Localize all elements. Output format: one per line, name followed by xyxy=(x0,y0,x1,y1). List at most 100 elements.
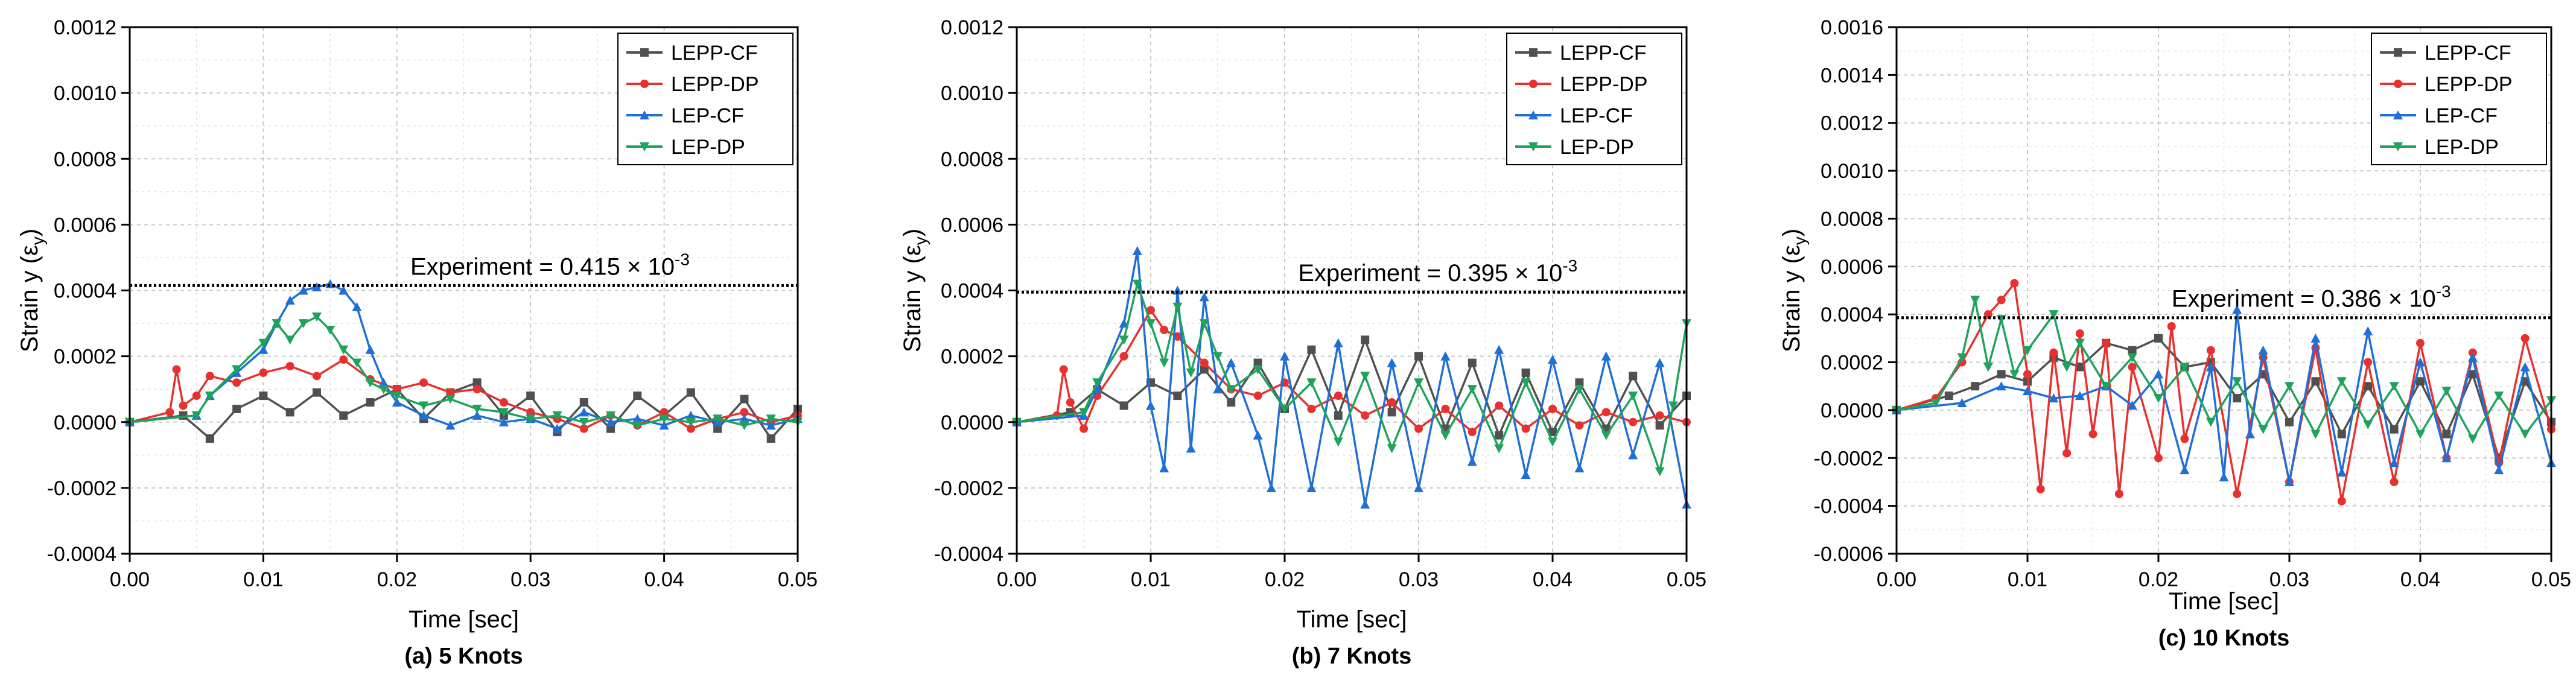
data-point xyxy=(2310,333,2321,343)
y-tick-label: -0.0004 xyxy=(47,543,116,566)
data-point xyxy=(2337,429,2346,439)
data-point xyxy=(1200,365,1209,374)
data-point xyxy=(1334,391,1343,401)
data-point xyxy=(686,424,695,433)
data-point xyxy=(2206,417,2216,427)
legend-label: LEP-DP xyxy=(1560,136,1634,159)
data-point xyxy=(165,408,174,417)
data-point xyxy=(352,358,362,368)
data-point xyxy=(1160,325,1169,334)
x-tick-label: 0.05 xyxy=(778,568,818,591)
series-line-lepp-cf xyxy=(1896,337,2552,460)
data-point xyxy=(1159,358,1169,368)
legend-label: LEPP-CF xyxy=(671,42,758,65)
y-tick-label: 0.0012 xyxy=(1821,112,1883,135)
data-point xyxy=(1119,401,1128,410)
legend-marker xyxy=(2393,142,2403,151)
y-tick-label: 0.0012 xyxy=(941,16,1003,39)
data-point xyxy=(1173,391,1182,401)
data-point xyxy=(1159,463,1169,473)
data-point xyxy=(472,378,482,387)
legend-marker xyxy=(640,142,649,151)
legend-marker xyxy=(640,80,649,88)
data-point xyxy=(339,355,348,364)
legend-item: LEPP-CF xyxy=(626,42,758,65)
data-point xyxy=(285,408,294,417)
data-point xyxy=(1280,404,1290,414)
data-point xyxy=(366,398,375,407)
data-point xyxy=(472,410,482,420)
data-point xyxy=(272,319,282,329)
data-point xyxy=(2415,357,2425,367)
legend-item: LEPP-DP xyxy=(626,73,759,96)
y-tick-label: -0.0002 xyxy=(934,477,1003,500)
x-tick-label: 0.05 xyxy=(2531,568,2571,591)
data-point xyxy=(1307,345,1316,354)
data-point xyxy=(258,338,269,348)
legend-label: LEPP-DP xyxy=(2425,73,2513,96)
data-point xyxy=(2416,338,2425,347)
legend-label: LEP-DP xyxy=(2425,136,2499,159)
data-point xyxy=(339,411,348,420)
data-point xyxy=(1440,351,1451,361)
data-point xyxy=(2154,369,2163,379)
data-point xyxy=(1414,352,1423,361)
data-point xyxy=(526,414,536,424)
x-tick-label: 0.03 xyxy=(510,568,550,591)
data-point xyxy=(352,302,362,311)
data-point xyxy=(2336,377,2347,387)
data-point xyxy=(311,312,322,322)
data-point xyxy=(1079,408,1089,417)
data-point xyxy=(1440,431,1451,440)
legend-label: LEP-DP xyxy=(671,136,745,159)
data-point xyxy=(2127,353,2137,363)
data-point xyxy=(498,408,509,417)
data-point xyxy=(2075,391,2085,401)
data-point xyxy=(179,401,188,410)
x-tick-label: 0.01 xyxy=(1131,568,1171,591)
data-point xyxy=(259,368,268,377)
x-tick-label: 0.03 xyxy=(1399,568,1439,591)
legend-item: LEP-CF xyxy=(1515,104,1633,127)
data-point xyxy=(1970,296,1980,305)
data-point xyxy=(1574,463,1585,473)
data-point xyxy=(191,411,202,420)
y-tick-label: 0.0010 xyxy=(1821,160,1883,183)
data-point xyxy=(1059,365,1068,374)
data-point xyxy=(1334,411,1343,420)
data-point xyxy=(1387,358,1397,367)
data-point xyxy=(2114,489,2123,498)
data-point xyxy=(1655,411,1664,420)
data-point xyxy=(713,424,722,433)
x-tick-label: 0.01 xyxy=(243,568,283,591)
data-point xyxy=(2441,387,2452,396)
data-point xyxy=(1253,365,1263,375)
x-tick-label: 0.02 xyxy=(377,568,417,591)
data-point xyxy=(472,404,482,414)
y-axis-label: Strain y (εy) xyxy=(16,229,47,352)
data-point xyxy=(172,365,181,374)
data-point xyxy=(1253,430,1263,440)
y-tick-label: 0.0004 xyxy=(54,280,116,303)
data-point xyxy=(259,391,268,401)
data-point xyxy=(2415,429,2425,439)
data-point xyxy=(445,420,456,430)
legend-item: LEPP-DP xyxy=(2380,73,2513,96)
data-point xyxy=(1066,398,1075,407)
data-point xyxy=(2128,363,2137,372)
data-point xyxy=(2390,477,2399,486)
legend-marker xyxy=(640,110,649,119)
data-point xyxy=(378,385,389,395)
data-point xyxy=(632,421,643,431)
data-point xyxy=(713,414,723,424)
data-point xyxy=(2154,454,2163,463)
data-point xyxy=(365,378,375,388)
legend-item: LEP-DP xyxy=(1515,136,1634,159)
data-point xyxy=(419,401,429,411)
data-point xyxy=(1199,292,1209,302)
data-point xyxy=(766,420,776,430)
data-point xyxy=(2364,382,2373,391)
data-point xyxy=(445,395,456,404)
data-point xyxy=(312,388,321,397)
legend-label: LEP-CF xyxy=(1560,104,1633,127)
